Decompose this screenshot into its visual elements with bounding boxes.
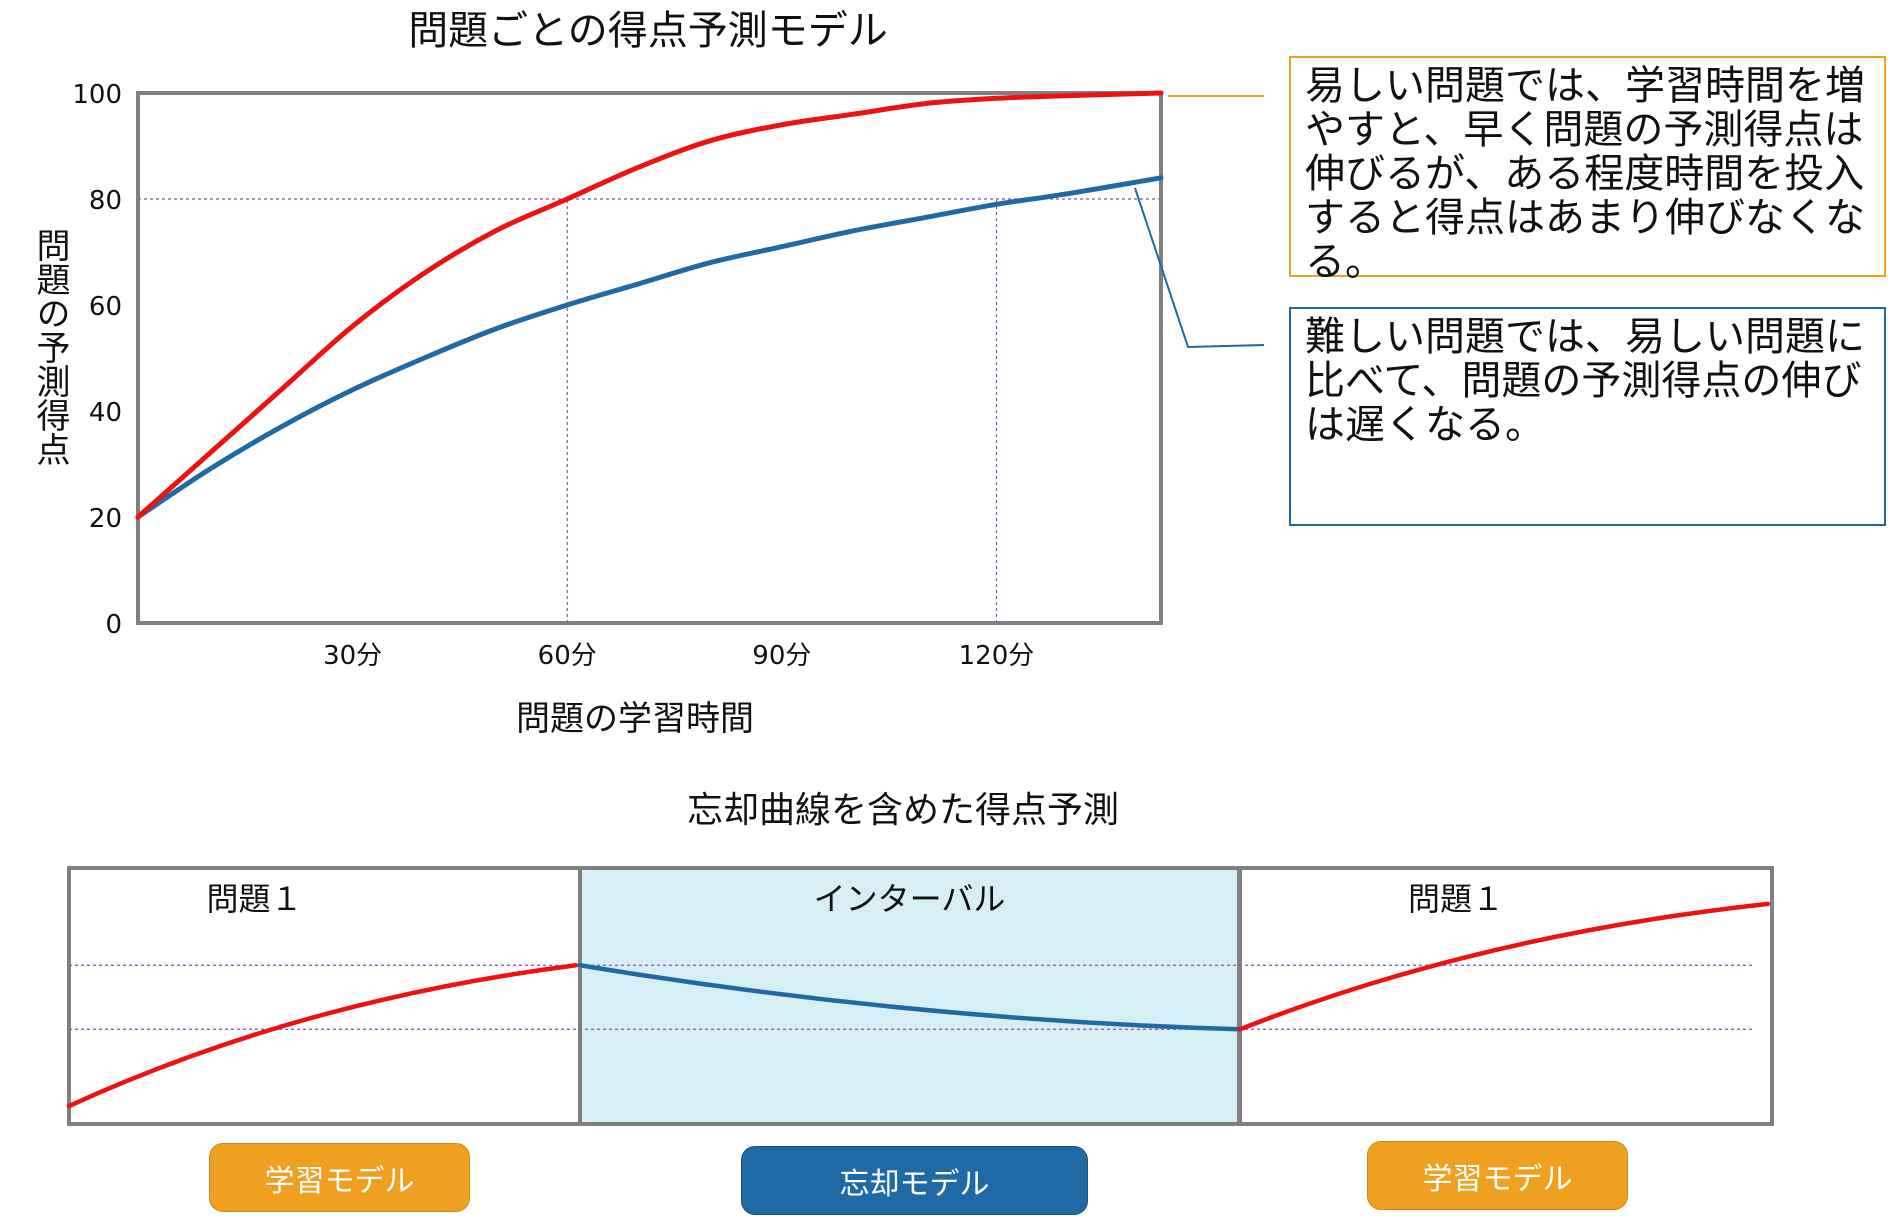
chart-title: 忘却曲線を含めた得点予測: [687, 790, 1119, 831]
panel-label: 問題１: [206, 880, 302, 918]
x-tick-label: 60分: [538, 641, 597, 671]
plot-frame: [136, 91, 1163, 625]
y-tick-label: 20: [89, 504, 122, 534]
panel-box: [578, 866, 1241, 1126]
series-group: [135, 90, 1164, 520]
learning-model-badge: 学習モデル: [209, 1143, 470, 1212]
hard-problem-curve: [135, 175, 1164, 520]
x-tick-label: 120分: [959, 641, 1035, 671]
hard-callout-leader: [1134, 187, 1265, 349]
badge-label: 忘却モデル: [839, 1166, 990, 1202]
x-axis-label: 問題の学習時間: [516, 699, 754, 739]
easy-problem-callout: 易しい問題では、学習時間を増やすと、早く問題の予測得点は伸びるが、ある程度時間を…: [1289, 56, 1886, 284]
y-tick-label: 80: [89, 186, 122, 216]
guide-lines: [138, 198, 1161, 623]
forgetting-curve: [577, 963, 1242, 1032]
y-tick-label: 0: [105, 610, 122, 640]
x-axis-ticks: 30分 60分 90分 120分: [323, 641, 1034, 671]
panel-label: インターバル: [814, 880, 1006, 918]
y-tick-label: 40: [89, 398, 122, 428]
learning-curve: [1237, 901, 1771, 1032]
badge-label: 学習モデル: [264, 1163, 415, 1199]
chart-title: 問題ごとの得点予測モデル: [408, 8, 888, 54]
x-tick-label: 30分: [323, 641, 382, 671]
panel-box: [1238, 866, 1774, 1126]
learning-model-badge: 学習モデル: [1367, 1141, 1628, 1210]
panel-group: 問題１ インターバル 問題１: [66, 866, 1774, 1126]
forgetting-model-badge: 忘却モデル: [741, 1146, 1088, 1215]
y-tick-label: 60: [89, 292, 122, 322]
hard-callout-text: 難しい問題では、易しい問題に比べて、問題の予測得点の伸びは遅くなる。: [1305, 314, 1865, 448]
x-tick-label: 90分: [752, 641, 811, 671]
easy-callout-text: 易しい問題では、学習時間を増やすと、早く問題の予測得点は伸びるが、ある程度時間を…: [1305, 63, 1865, 285]
y-axis-label: 問題の予測得点: [30, 228, 70, 466]
badge-label: 学習モデル: [1422, 1161, 1573, 1197]
panel-box: [67, 866, 582, 1126]
panel-label: 問題１: [1408, 880, 1504, 918]
forgetting-curve-chart: 忘却曲線を含めた得点予測 問題１ インターバル 問題１: [66, 790, 1774, 1126]
y-axis-ticks: 0 20 40 60 80 100: [72, 80, 122, 640]
y-tick-label: 100: [72, 80, 122, 110]
easy-problem-curve: [135, 90, 1164, 520]
hard-problem-callout: 難しい問題では、易しい問題に比べて、問題の予測得点の伸びは遅くなる。: [1289, 307, 1886, 526]
learning-curve: [66, 963, 579, 1109]
